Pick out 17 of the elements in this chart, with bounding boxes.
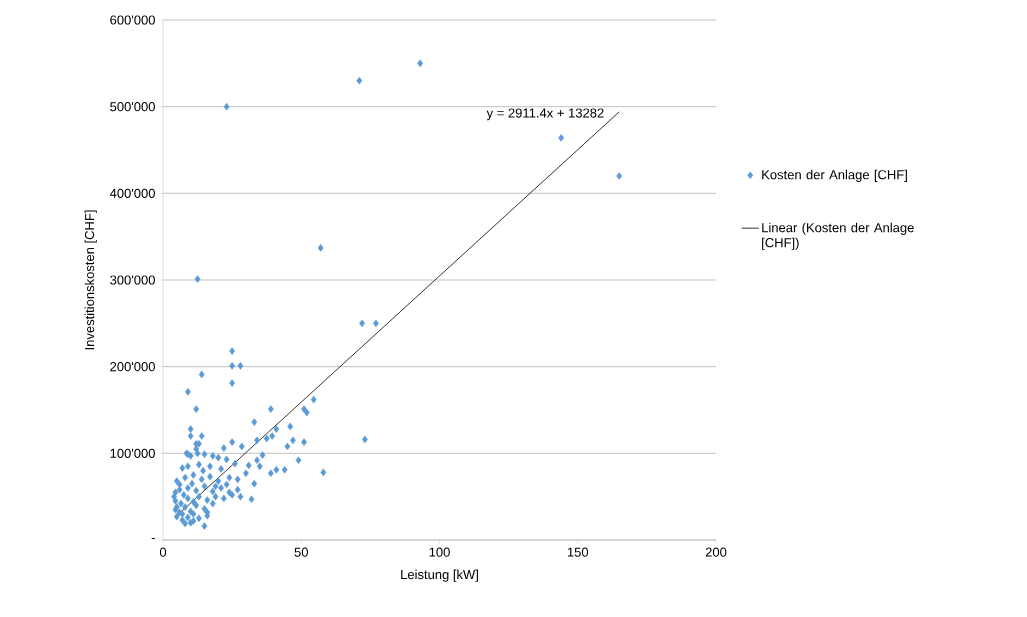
y-tick-label: - — [151, 538, 155, 540]
y-tick-label: 400'000 — [109, 188, 155, 198]
y-tick-label: 200'000 — [110, 362, 155, 372]
x-tick-label: 50 — [294, 547, 308, 557]
x-tick-label: 150 — [567, 547, 589, 557]
y-tick-label: 100'000 — [110, 448, 155, 458]
annotation: y = 2911.4x + 13282 — [486, 108, 604, 121]
y-tick-label: 300'000 — [110, 275, 155, 285]
legend-label: Linear (Kosten der Anlage [CHF]) — [762, 222, 914, 250]
legend-label: Kosten der Anlage [CHF] — [762, 169, 907, 182]
x-tick-label: 100 — [429, 547, 450, 557]
x-tick-label: 0 — [159, 547, 167, 557]
x-axis-title: Leistung [kW] — [401, 569, 478, 582]
y-tick-label: 600'000 — [110, 15, 155, 25]
x-tick-label: 200 — [705, 547, 727, 557]
y-tick-label: 500'000 — [110, 102, 155, 112]
y-axis-title: Investitionskosten [CHF] — [84, 210, 97, 350]
